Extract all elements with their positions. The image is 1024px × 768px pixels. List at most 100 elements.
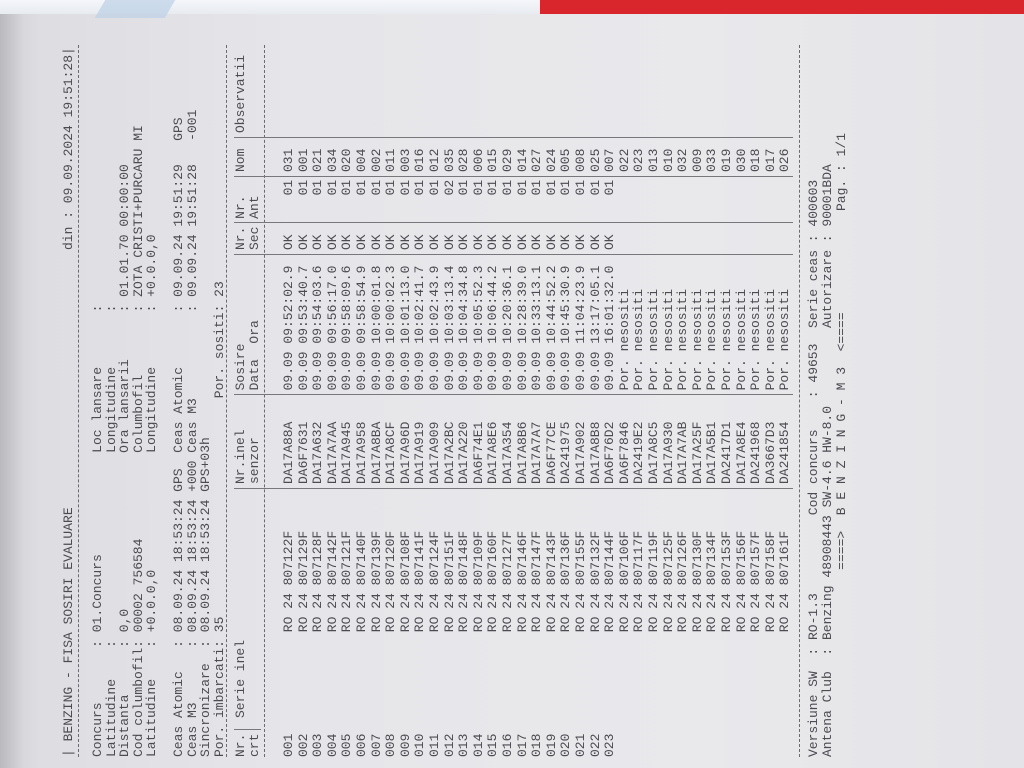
row-nr-crt: 012 [441, 733, 457, 757]
row-serie: RO 24 [704, 593, 720, 633]
row-nom: 030 [733, 148, 749, 172]
row-nom: 031 [281, 148, 296, 172]
row-nom: 009 [689, 148, 705, 172]
row-nr-inel: 807151F [441, 530, 457, 586]
dashed-separator [799, 45, 800, 757]
row-status-not-arrived: Por. nesositi [762, 288, 778, 391]
footer-code-label: Cod concurs [806, 429, 821, 516]
row-nr-crt: 013 [456, 733, 472, 757]
colon: : [806, 234, 821, 243]
row-senzor: DA17A958 [354, 421, 369, 484]
header-sec: Sec [247, 226, 262, 250]
row-time: 10:03:13.4 [441, 265, 457, 344]
column-divider [234, 222, 793, 224]
row-nr-ant: 01 [470, 179, 486, 196]
row-nr-sec: OK [470, 234, 486, 250]
row-nr-inel: 807160F [485, 530, 501, 586]
row-nr-inel: 807108F [397, 530, 413, 586]
row-serie: RO 24 [660, 593, 676, 633]
row-date: 09.09 [500, 351, 515, 391]
row-nr-crt: 006 [354, 733, 369, 757]
row-nom: 035 [441, 148, 457, 172]
colon: : [820, 647, 835, 656]
row-time: 10:33:13.1 [529, 265, 545, 344]
row-nr-ant: 01 [295, 179, 311, 196]
row-nr-inel: 807136F [558, 530, 574, 586]
row-serie: RO 24 [587, 593, 603, 633]
footer-page-label: Pag. : [834, 164, 849, 211]
row-serie: RO 24 [295, 593, 311, 633]
header-serie-inel: Serie inel [233, 639, 248, 718]
row-nr-ant: 01 [543, 179, 559, 196]
pigeons-boarded-label: Por. imbarcati [211, 647, 227, 757]
clock-label: Ceas Atomic [171, 366, 186, 453]
row-time: 10:01:13.0 [397, 265, 413, 344]
row-serie: RO 24 [748, 593, 764, 633]
clock-date: 09.09.24 [184, 234, 200, 297]
row-nr-inel: 807130F [689, 530, 705, 586]
info-label: Ora lansarii [117, 359, 132, 453]
row-time: 10:02:43.9 [427, 265, 442, 344]
row-senzor: DA17A88A [281, 421, 296, 484]
row-nr-ant: 01 [514, 179, 530, 196]
row-date: 09.09 [573, 351, 588, 391]
row-nom: 015 [485, 148, 501, 172]
info-label: Cod columbofil [130, 647, 146, 757]
info-label: Latitudine [144, 678, 159, 757]
column-divider [234, 136, 793, 138]
row-date: 09.09 [602, 351, 618, 391]
row-date: 09.09 [281, 351, 296, 391]
row-senzor: DA3667D3 [762, 421, 778, 484]
clock-time: 18:53:24 [184, 499, 200, 562]
dashed-separator [264, 45, 265, 757]
clock-label: Ceas M3 [184, 398, 200, 453]
row-nom: 033 [704, 148, 720, 172]
row-nom: 034 [324, 148, 340, 172]
row-senzor: DA17A8E4 [733, 421, 749, 484]
row-time: 10:02:41.7 [412, 265, 428, 344]
row-serie: RO 24 [558, 593, 574, 633]
column-divider [234, 253, 793, 255]
row-nr-ant: 01 [339, 179, 355, 196]
dashed-separator [226, 45, 227, 757]
row-nom: 024 [543, 148, 559, 172]
footer-clock-serial-label: Serie ceas [806, 249, 821, 328]
row-senzor: DA17A8CF [383, 421, 399, 484]
row-nr-inel: 807125F [660, 530, 676, 586]
row-date: 09.09 [558, 351, 574, 391]
row-date: 09.09 [529, 351, 545, 391]
row-status-not-arrived: Por. nesositi [646, 288, 661, 391]
row-time: 10:00:02.3 [383, 265, 399, 344]
clock-note: GPS [171, 117, 186, 141]
clock-date: 08.09.24 [171, 569, 186, 633]
row-date: 09.09 [397, 351, 413, 391]
row-nr-inel: 807153F [719, 530, 734, 586]
row-time: 10:04:34.8 [456, 265, 472, 344]
title-border: | [61, 47, 76, 55]
row-status-not-arrived: Por. nesositi [616, 288, 632, 391]
colon: : [130, 640, 146, 648]
row-nr-sec: OK [295, 234, 311, 250]
row-serie: RO 24 [354, 593, 369, 633]
row-status-not-arrived: Por. nesositi [689, 288, 705, 391]
row-time: 10:06:44.2 [485, 265, 501, 344]
row-nr-sec: OK [412, 234, 428, 250]
row-nr-inel: 807132F [587, 530, 603, 586]
row-nr-inel: 807119F [646, 530, 661, 586]
clock-date: 08.09.24 [198, 569, 213, 633]
row-date: 09.09 [368, 351, 384, 391]
title-border: | [61, 749, 76, 757]
row-nr-inel: 807121F [339, 530, 355, 586]
row-senzor: DA17A8E6 [485, 421, 501, 484]
row-nr-inel: 807161F [777, 530, 793, 586]
row-time: 09:53:40.7 [295, 265, 311, 344]
row-serie: RO 24 [500, 593, 515, 633]
row-nr-ant: 01 [310, 179, 326, 196]
row-status-not-arrived: Por. nesositi [777, 288, 793, 391]
report-title: BENZING - FISA SOSIRI EVALUARE [61, 507, 76, 742]
row-nr-ant: 02 [441, 179, 457, 196]
column-divider [234, 487, 793, 489]
row-date: 09.09 [354, 351, 369, 391]
row-nr-sec: OK [383, 234, 399, 250]
header-nom: Nom [233, 148, 248, 172]
